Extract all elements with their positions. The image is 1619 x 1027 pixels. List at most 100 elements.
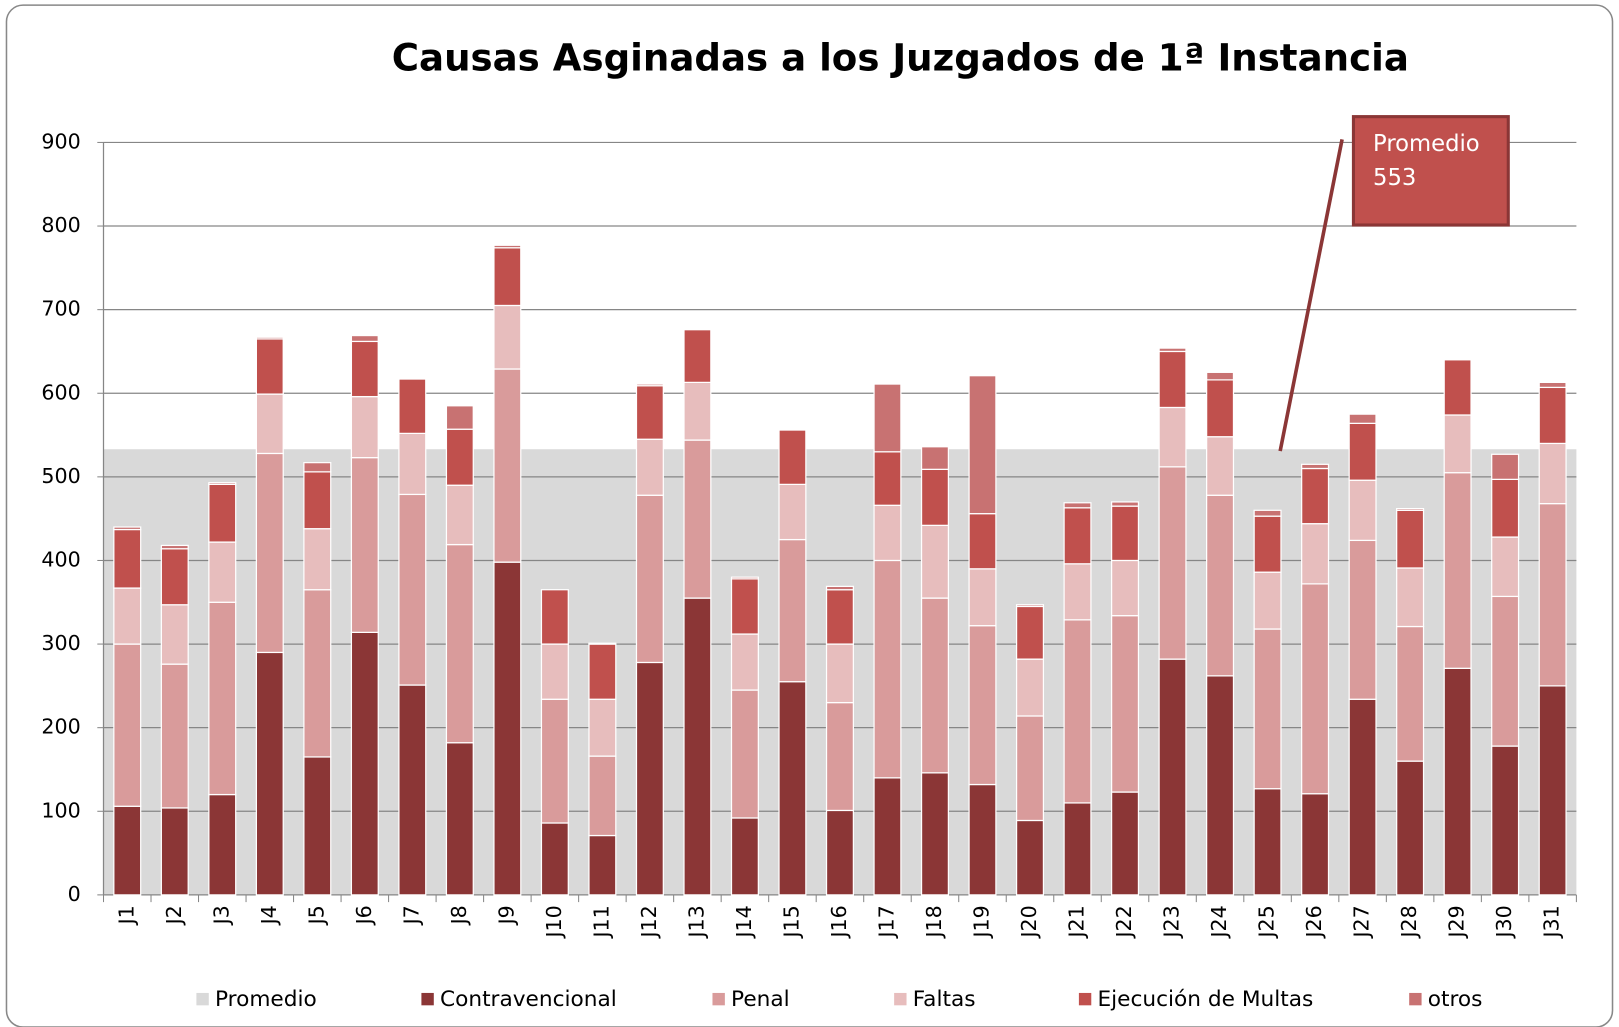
bar-segment — [113, 643, 142, 807]
bar-segment — [160, 807, 189, 896]
bar-segment — [445, 742, 474, 896]
x-tick-label: J3 — [209, 905, 233, 926]
bar-segment — [1015, 604, 1045, 608]
bar-segment — [303, 756, 332, 896]
bar-segment — [1301, 467, 1330, 525]
bar-segment — [1443, 472, 1472, 669]
bar-segment — [968, 375, 997, 515]
y-tick-label: 800 — [41, 213, 80, 237]
bar-segment — [1491, 453, 1520, 480]
bar-segment — [398, 684, 427, 896]
bar-segment — [588, 755, 617, 837]
x-tick-label: J19 — [969, 905, 993, 939]
legend-label: Faltas — [913, 987, 976, 1012]
bar-segment — [208, 483, 237, 543]
x-tick-label: J5 — [304, 905, 328, 926]
legend-label: Ejecución de Multas — [1097, 987, 1313, 1012]
bar-segment — [1538, 442, 1567, 505]
bar-segment — [778, 429, 807, 486]
bar-segment — [208, 541, 237, 603]
bar-segment — [445, 543, 474, 744]
legend-swatch — [1078, 992, 1092, 1006]
legend-label: Contravencional — [440, 987, 617, 1012]
bar-segment — [1206, 371, 1235, 381]
x-tick-label: J24 — [1207, 905, 1231, 939]
bar-segment — [1491, 536, 1520, 598]
bar-segment — [113, 587, 142, 645]
bar-segment — [398, 493, 427, 686]
bar-segment — [398, 432, 427, 496]
bar-segment — [1253, 571, 1282, 630]
bar-segment — [493, 247, 522, 307]
y-tick-label: 900 — [41, 129, 80, 153]
bar-segment — [730, 689, 759, 819]
bar-segment — [1015, 819, 1045, 896]
bar-segment — [825, 589, 854, 645]
x-tick-label: J10 — [542, 905, 566, 939]
bar-segment — [113, 526, 142, 531]
x-tick-label: J7 — [399, 905, 423, 926]
x-tick-label: J6 — [352, 905, 376, 926]
bar-segment — [1158, 406, 1187, 468]
y-tick-label: 500 — [41, 464, 80, 488]
y-tick-label: 100 — [41, 798, 80, 822]
bar-segment — [1110, 505, 1140, 562]
x-tick-label: J27 — [1350, 905, 1374, 939]
y-tick-label: 200 — [41, 715, 80, 739]
y-tick-label: 600 — [41, 380, 80, 404]
bar-segment — [778, 538, 807, 683]
bar-segment — [1396, 567, 1425, 628]
bar-segment — [635, 661, 664, 896]
x-tick-label: J29 — [1445, 905, 1469, 939]
y-tick-label: 400 — [41, 547, 80, 571]
chart-title: Causas Asginadas a los Juzgados de 1ª In… — [392, 36, 1409, 79]
bar-segment — [1253, 509, 1282, 517]
bar-segment — [825, 585, 854, 591]
bar-segment — [1206, 675, 1235, 896]
bar-segment — [1206, 436, 1235, 496]
bar-segment — [1206, 494, 1235, 677]
bar-segment — [493, 368, 522, 563]
y-tick-label: 700 — [41, 297, 80, 321]
x-tick-label: J21 — [1065, 905, 1089, 939]
x-tick-label: J13 — [684, 905, 708, 939]
bar-segment — [1158, 466, 1187, 660]
bar-segment — [1443, 414, 1472, 474]
bar-segment — [1301, 793, 1330, 896]
bar-segment — [730, 576, 759, 580]
bar-segment — [445, 484, 474, 546]
x-tick-label: J11 — [589, 905, 613, 939]
bar-segment — [730, 633, 759, 691]
x-tick-label: J17 — [874, 905, 898, 939]
bar-segment — [208, 793, 237, 896]
bar-segment — [445, 428, 474, 486]
bar-segment — [968, 568, 997, 627]
bar-segment — [493, 244, 522, 249]
bar-segment — [540, 589, 569, 645]
y-tick-label: 300 — [41, 631, 80, 655]
x-tick-label: J31 — [1540, 905, 1564, 939]
bar-segment — [1110, 791, 1140, 896]
y-tick-label: 0 — [68, 882, 81, 906]
bar-segment — [350, 395, 379, 459]
bar-segment — [540, 822, 569, 896]
bar-segment — [1443, 667, 1472, 896]
bar-segment — [1396, 508, 1425, 511]
bar-segment — [303, 471, 332, 530]
legend-swatch — [421, 992, 434, 1006]
bar-segment — [255, 651, 284, 896]
bar-segment — [730, 578, 759, 635]
x-tick-label: J25 — [1255, 905, 1279, 939]
bar-segment — [255, 338, 284, 395]
bar-segment — [588, 698, 617, 757]
annotation-box — [1351, 115, 1510, 227]
x-tick-label: J16 — [827, 905, 851, 939]
x-tick-label: J28 — [1397, 905, 1421, 939]
bar-segment — [1348, 698, 1377, 896]
bar-segment — [350, 340, 379, 398]
bar-segment — [635, 438, 664, 496]
x-tick-label: J22 — [1112, 905, 1136, 939]
bar-segment — [1443, 359, 1472, 416]
bar-segment — [1396, 760, 1425, 896]
bar-segment — [160, 544, 189, 550]
